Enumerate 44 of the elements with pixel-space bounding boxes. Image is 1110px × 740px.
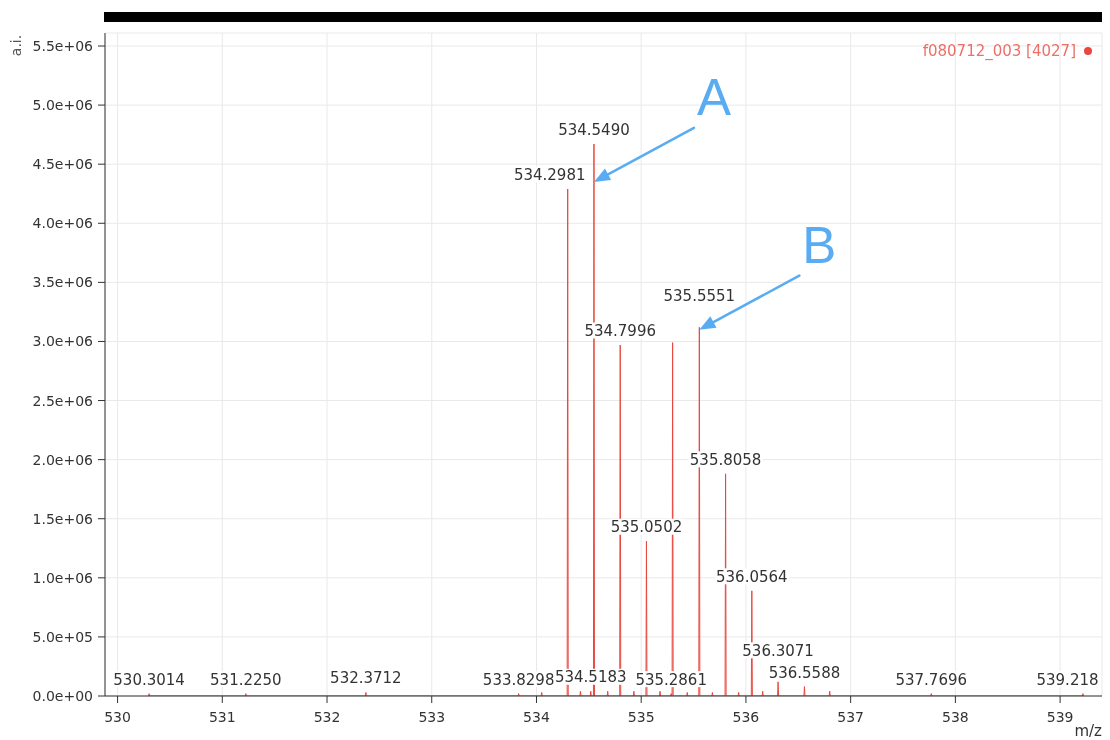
annotation: 532.3712	[330, 669, 402, 688]
x-tick-label: 538	[942, 708, 969, 725]
x-axis-title: m/z	[1074, 722, 1103, 740]
annotation: A	[696, 68, 731, 126]
y-axis-title: a.i.	[8, 34, 24, 57]
x-tick-label: 536	[732, 708, 760, 725]
annotation: 534.2981	[513, 166, 586, 184]
y-tick-label: 3.0e+06	[32, 333, 94, 350]
annotation: 535.2861	[635, 670, 707, 689]
y-tick-label: 1.5e+06	[32, 510, 94, 527]
x-tick-label: 533	[418, 708, 446, 725]
y-tick-label: 2.0e+06	[32, 451, 94, 468]
y-tick-label: 4.5e+06	[32, 156, 94, 173]
annotation: 535.8058	[689, 450, 762, 469]
annotation: 530.3014	[113, 670, 185, 689]
annotation: 534.5183	[554, 668, 627, 687]
annotation: B	[802, 216, 837, 274]
y-tick-label: 1.0e+06	[32, 569, 94, 586]
annotation: 535.5551	[663, 287, 736, 306]
y-tick-label: 5.5e+06	[32, 37, 94, 54]
x-tick-label: 534	[523, 708, 550, 725]
x-tick-label: 535	[627, 708, 655, 725]
annotation: 536.5588	[768, 663, 841, 682]
annotation: 536.0564	[716, 567, 788, 586]
x-tick-label: 530	[104, 708, 131, 725]
y-tick-label: 5.0e+06	[32, 97, 94, 114]
x-tick-label: 539	[1046, 708, 1074, 725]
x-tick-label: 532	[313, 708, 341, 725]
y-tick-label: 3.5e+06	[32, 274, 94, 291]
x-tick-label: 531	[208, 708, 236, 725]
y-tick-label: 4.0e+06	[32, 215, 94, 232]
annotation: 533.8298	[482, 670, 555, 689]
annotation: 531.2250	[210, 670, 282, 689]
annotation: 534.5490	[558, 121, 630, 140]
annotation: 537.7696	[895, 670, 968, 689]
annotation: 535.0502	[610, 518, 683, 537]
annotation: 534.7996	[584, 322, 656, 340]
y-tick-label: 5.0e+05	[32, 628, 93, 645]
y-tick-label: 0.0e+00	[32, 687, 93, 704]
y-tick-label: 2.5e+06	[32, 392, 94, 409]
x-tick-label: 537	[837, 708, 865, 725]
annotation: 539.218	[1036, 670, 1099, 689]
annotation: 536.3071	[742, 641, 814, 660]
legend-label: f080712_003 [4027]	[922, 42, 1076, 60]
